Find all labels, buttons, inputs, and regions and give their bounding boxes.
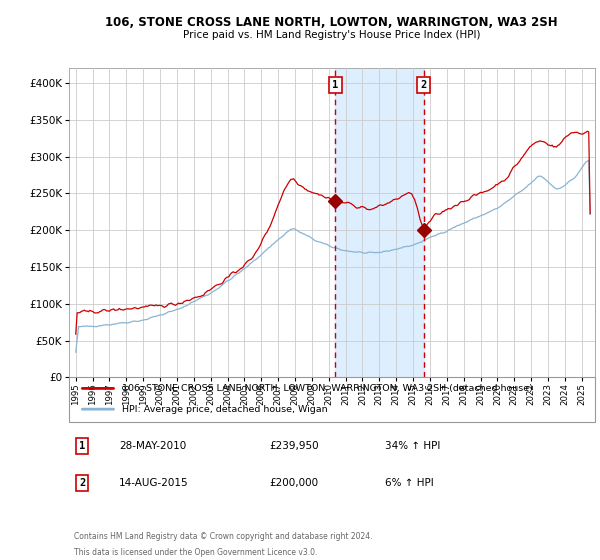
Text: 28-MAY-2010: 28-MAY-2010 — [119, 441, 186, 451]
Text: Contains HM Land Registry data © Crown copyright and database right 2024.: Contains HM Land Registry data © Crown c… — [74, 533, 373, 542]
Text: £200,000: £200,000 — [269, 478, 318, 488]
Text: £239,950: £239,950 — [269, 441, 319, 451]
Text: 106, STONE CROSS LANE NORTH, LOWTON, WARRINGTON, WA3 2SH (detached house): 106, STONE CROSS LANE NORTH, LOWTON, WAR… — [122, 384, 532, 393]
Text: 14-AUG-2015: 14-AUG-2015 — [119, 478, 188, 488]
Text: HPI: Average price, detached house, Wigan: HPI: Average price, detached house, Wiga… — [122, 405, 327, 414]
Text: This data is licensed under the Open Government Licence v3.0.: This data is licensed under the Open Gov… — [74, 548, 317, 557]
Bar — [335, 68, 424, 377]
Text: 2: 2 — [79, 478, 85, 488]
Text: Price paid vs. HM Land Registry's House Price Index (HPI): Price paid vs. HM Land Registry's House … — [183, 30, 481, 40]
Text: 106, STONE CROSS LANE NORTH, LOWTON, WARRINGTON, WA3 2SH: 106, STONE CROSS LANE NORTH, LOWTON, WAR… — [106, 16, 558, 29]
Text: 6% ↑ HPI: 6% ↑ HPI — [385, 478, 433, 488]
Text: 34% ↑ HPI: 34% ↑ HPI — [385, 441, 440, 451]
Text: 2: 2 — [421, 80, 427, 90]
Text: 1: 1 — [332, 80, 338, 90]
Text: 1: 1 — [79, 441, 85, 451]
